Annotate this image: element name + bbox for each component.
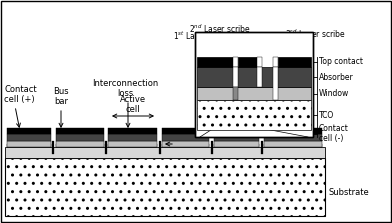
Text: Interconnection
loss: Interconnection loss xyxy=(92,78,158,98)
Bar xyxy=(261,141,263,154)
Bar xyxy=(273,67,278,100)
Text: Substrate: Substrate xyxy=(329,188,370,197)
Text: Top contact: Top contact xyxy=(319,58,363,66)
Bar xyxy=(109,141,158,147)
Bar xyxy=(5,147,325,158)
Bar xyxy=(265,134,323,141)
Bar xyxy=(211,141,213,154)
Text: Contact
cell (-): Contact cell (-) xyxy=(319,124,349,143)
Bar xyxy=(163,134,209,141)
Bar xyxy=(163,141,209,147)
Bar xyxy=(214,144,260,147)
Text: Window: Window xyxy=(319,89,349,98)
Bar xyxy=(233,87,238,100)
Bar xyxy=(197,100,311,130)
Text: Active
cell: Active cell xyxy=(120,95,146,114)
Text: 1$^{st}$ Laser scribe: 1$^{st}$ Laser scribe xyxy=(173,30,234,42)
Bar xyxy=(265,128,323,134)
Bar xyxy=(195,32,313,137)
Bar xyxy=(7,141,51,147)
Text: Contact
cell (+): Contact cell (+) xyxy=(4,85,36,104)
Bar xyxy=(257,67,262,87)
Bar xyxy=(7,128,51,134)
Bar xyxy=(159,141,161,154)
Bar xyxy=(109,144,158,147)
Text: 3$^{rd}$ Laser scribe: 3$^{rd}$ Laser scribe xyxy=(285,28,347,40)
Bar xyxy=(7,144,51,147)
Bar xyxy=(52,141,54,147)
Bar xyxy=(105,134,107,141)
Bar xyxy=(56,144,103,147)
Bar xyxy=(211,141,213,147)
Bar xyxy=(265,144,323,147)
Bar xyxy=(278,57,311,67)
Bar xyxy=(52,128,54,134)
Bar xyxy=(109,134,158,141)
Bar xyxy=(211,128,213,134)
Bar xyxy=(233,57,238,67)
Text: Bus
bar: Bus bar xyxy=(53,87,69,106)
Bar xyxy=(197,67,311,87)
Bar xyxy=(238,57,257,67)
Bar xyxy=(273,57,278,67)
Bar xyxy=(214,134,260,141)
Text: TCO: TCO xyxy=(319,111,334,120)
Text: Absorber: Absorber xyxy=(319,72,354,81)
Bar xyxy=(56,141,103,147)
Bar xyxy=(105,141,107,147)
Bar xyxy=(261,141,263,147)
Bar xyxy=(56,128,103,134)
Bar xyxy=(52,134,54,141)
Bar xyxy=(261,134,263,141)
Bar xyxy=(195,32,313,137)
Bar xyxy=(159,128,161,134)
Bar xyxy=(159,141,161,147)
Bar xyxy=(109,128,158,134)
Bar xyxy=(197,57,233,67)
Bar xyxy=(214,141,260,147)
Bar xyxy=(265,141,323,147)
Bar xyxy=(257,57,262,67)
Bar xyxy=(261,128,263,134)
Bar xyxy=(5,158,325,216)
Bar xyxy=(214,128,260,134)
Bar xyxy=(105,128,107,134)
Bar xyxy=(52,141,54,154)
Bar xyxy=(197,87,311,100)
Bar xyxy=(159,134,161,141)
Bar xyxy=(7,134,51,141)
Text: 2$^{nd}$ Laser scribe: 2$^{nd}$ Laser scribe xyxy=(189,23,252,35)
Bar xyxy=(163,128,209,134)
Bar xyxy=(233,67,238,87)
Bar xyxy=(211,134,213,141)
Bar xyxy=(105,141,107,154)
Bar xyxy=(163,144,209,147)
Bar xyxy=(56,134,103,141)
